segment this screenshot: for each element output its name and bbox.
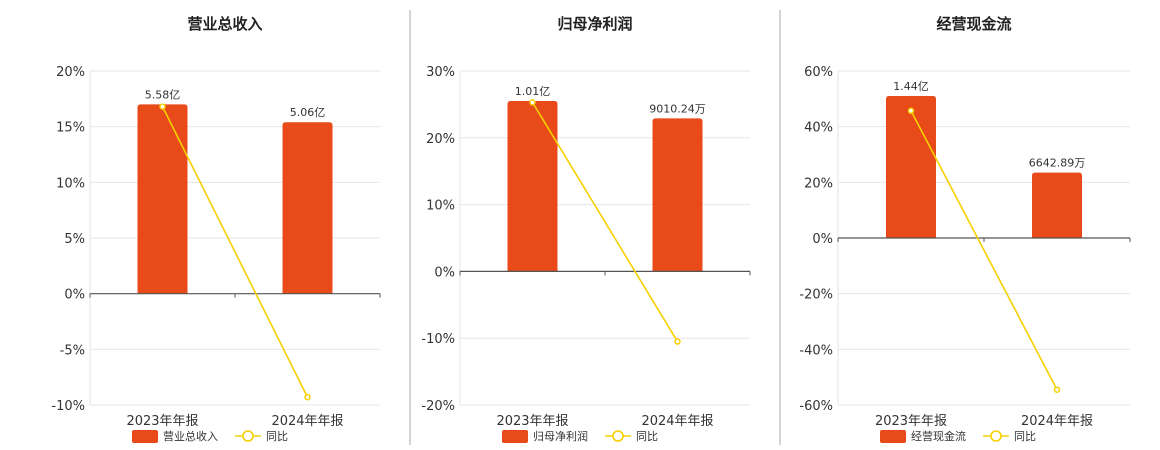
y-tick-label: -20% (421, 399, 455, 414)
chart-panel-1: 营业总收入 20% 15% 10% 5% 0% -5% -10% 5.58亿 5.06亿 2023年… (51, 15, 381, 443)
y-tick-label: 20% (804, 176, 833, 191)
x-category-label: 2024年年报 (641, 414, 713, 429)
x-category-label: 2024年年报 (271, 414, 343, 429)
legend-bar-label: 经营现金流 (911, 429, 966, 443)
yoy-line (161, 106, 309, 398)
bar-data-label: 5.58亿 (145, 88, 181, 101)
chart-panel-3: 经营现金流 60% 40% 20% 0% -20% -40% -60% 1.44亿 6642.89… (799, 15, 1131, 443)
y-tick-label: -10% (421, 332, 455, 347)
y-tick-label: 20% (56, 65, 85, 80)
y-tick-label: 10% (426, 199, 455, 214)
chart-title: 归母净利润 (557, 15, 632, 33)
y-tick-label: 0% (434, 265, 455, 280)
y-tick-label: 0% (64, 288, 85, 303)
bar-2 (282, 122, 333, 294)
bar-1 (886, 96, 936, 238)
y-tick-label: 15% (56, 121, 85, 136)
legend-line-marker (990, 430, 1002, 442)
chart-title: 经营现金流 (936, 15, 1011, 33)
y-tick-label: 40% (804, 121, 833, 136)
x-category-label: 2023年年报 (875, 414, 947, 429)
legend-line-label: 同比 (636, 430, 658, 443)
yoy-point-1 (529, 99, 536, 106)
x-category-label: 2023年年报 (126, 414, 198, 429)
y-tick-label: 10% (56, 176, 85, 191)
yoy-line (531, 101, 679, 342)
y-tick-label: -20% (799, 288, 833, 303)
bar-1 (507, 101, 558, 272)
legend-line-marker (612, 430, 624, 442)
legend-line-marker (242, 430, 254, 442)
yoy-line (910, 110, 1058, 391)
bar-data-label: 1.44亿 (893, 80, 929, 93)
bar-data-label: 6642.89万 (1029, 157, 1086, 170)
yoy-point-2 (674, 338, 681, 345)
legend-bar-label: 营业总收入 (163, 429, 218, 443)
y-tick-label: -40% (799, 343, 833, 358)
legend-bar-swatch (132, 430, 158, 443)
yoy-point-1 (907, 107, 915, 115)
y-tick-label: -60% (799, 399, 833, 414)
y-tick-label: 30% (426, 65, 455, 80)
bar-2 (1032, 172, 1082, 238)
bar-data-label: 5.06亿 (290, 106, 326, 119)
y-tick-label: 20% (426, 132, 455, 147)
x-category-label: 2023年年报 (496, 414, 568, 429)
yoy-point-2 (304, 393, 311, 401)
y-tick-label: 60% (804, 65, 833, 80)
bar-2 (652, 118, 703, 272)
legend-bar-swatch (502, 430, 528, 443)
y-tick-label: 5% (64, 232, 85, 247)
bar-data-label: 9010.24万 (649, 102, 706, 115)
legend-bar-swatch (880, 430, 906, 443)
y-tick-label: 0% (812, 232, 833, 247)
yoy-point-1 (159, 103, 166, 110)
chart-title: 营业总收入 (187, 15, 262, 33)
bar-data-label: 1.01亿 (515, 85, 551, 98)
legend-bar-label: 归母净利润 (533, 429, 588, 443)
legend-line-label: 同比 (266, 430, 288, 443)
bar-1 (137, 104, 188, 294)
y-tick-label: -5% (60, 343, 85, 358)
y-tick-label: -10% (51, 399, 85, 414)
x-category-label: 2024年年报 (1021, 414, 1093, 429)
yoy-point-2 (1053, 386, 1061, 393)
legend-line-label: 同比 (1014, 430, 1036, 443)
chart-panel-2: 归母净利润 30% 20% 10% 0% -10% -20% 1.01亿 9010.24万 202… (421, 15, 751, 443)
